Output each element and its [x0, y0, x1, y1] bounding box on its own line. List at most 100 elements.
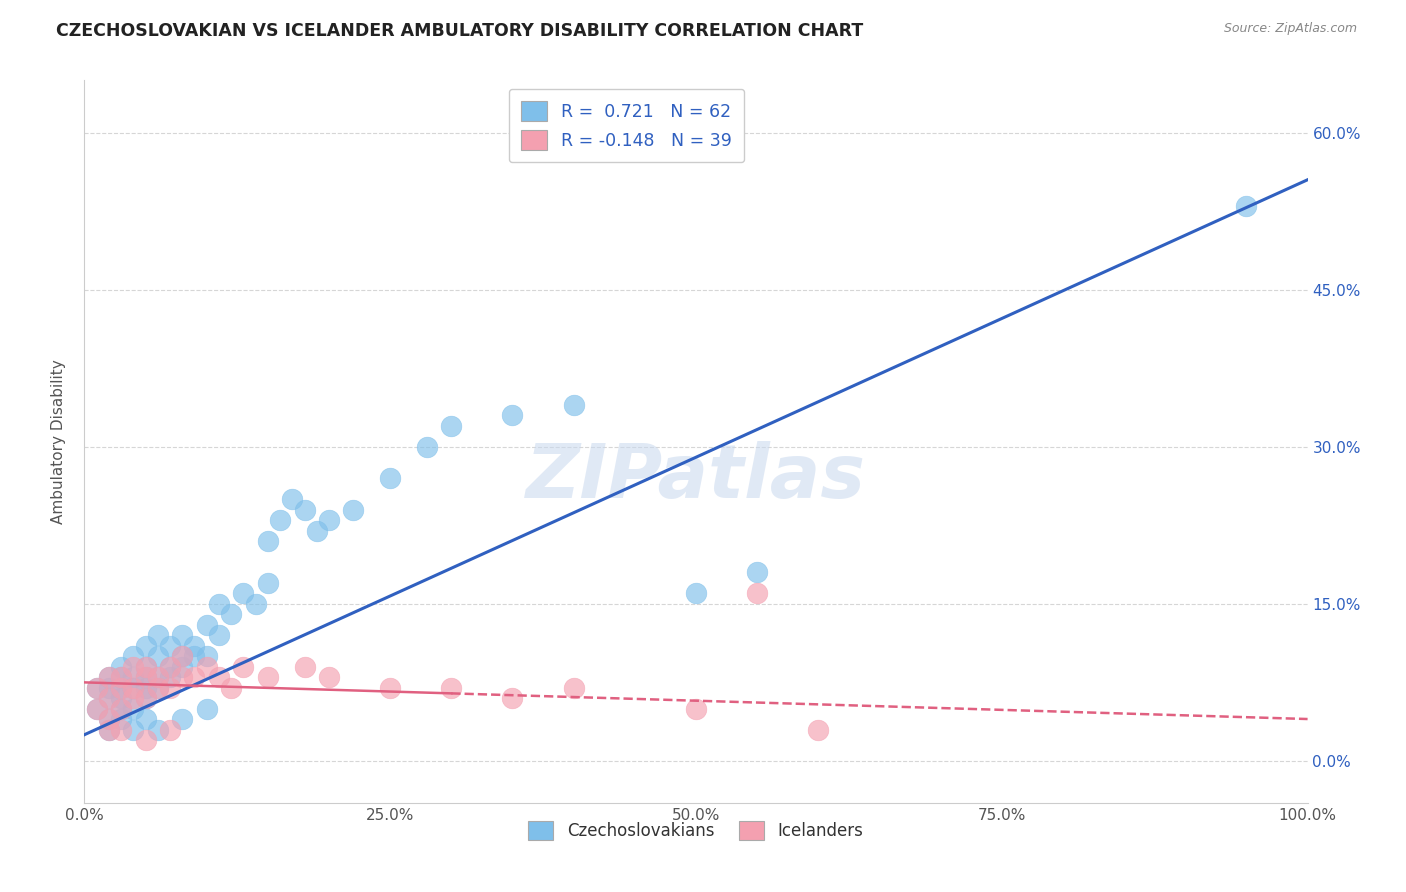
Point — [110, 691, 132, 706]
Point — [232, 586, 254, 600]
Point — [172, 649, 194, 664]
Point — [502, 691, 524, 706]
Point — [97, 723, 120, 737]
Point — [97, 712, 120, 726]
Point — [122, 681, 145, 695]
Point — [562, 681, 585, 695]
Point — [172, 659, 194, 673]
Point — [183, 670, 205, 684]
Point — [159, 670, 181, 684]
Text: CZECHOSLOVAKIAN VS ICELANDER AMBULATORY DISABILITY CORRELATION CHART: CZECHOSLOVAKIAN VS ICELANDER AMBULATORY … — [56, 22, 863, 40]
Point — [195, 649, 218, 664]
Point — [135, 712, 157, 726]
Point — [146, 681, 169, 695]
Point — [305, 524, 328, 538]
Point — [195, 659, 218, 673]
Point — [122, 701, 145, 715]
Point — [110, 681, 132, 695]
Point — [208, 670, 231, 684]
Point — [245, 597, 267, 611]
Point — [416, 440, 439, 454]
Point — [269, 513, 291, 527]
Point — [685, 701, 707, 715]
Point — [135, 733, 157, 747]
Point — [97, 691, 120, 706]
Point — [195, 701, 218, 715]
Text: ZIPatlas: ZIPatlas — [526, 442, 866, 514]
Point — [232, 659, 254, 673]
Point — [86, 681, 108, 695]
Point — [219, 607, 242, 622]
Point — [318, 513, 340, 527]
Point — [172, 670, 194, 684]
Point — [294, 502, 316, 516]
Point — [685, 586, 707, 600]
Point — [172, 649, 194, 664]
Point — [183, 639, 205, 653]
Point — [380, 471, 402, 485]
Point — [97, 723, 120, 737]
Point — [122, 649, 145, 664]
Point — [146, 649, 169, 664]
Point — [257, 575, 280, 590]
Point — [159, 659, 181, 673]
Point — [110, 701, 132, 715]
Point — [146, 723, 169, 737]
Point — [122, 659, 145, 673]
Point — [195, 617, 218, 632]
Y-axis label: Ambulatory Disability: Ambulatory Disability — [51, 359, 66, 524]
Point — [135, 670, 157, 684]
Point — [97, 670, 120, 684]
Point — [294, 659, 316, 673]
Point — [562, 398, 585, 412]
Point — [172, 712, 194, 726]
Point — [183, 649, 205, 664]
Point — [1236, 199, 1258, 213]
Point — [159, 659, 181, 673]
Point — [97, 681, 120, 695]
Legend: Czechoslovakians, Icelanders: Czechoslovakians, Icelanders — [520, 813, 872, 848]
Point — [380, 681, 402, 695]
Point — [86, 701, 108, 715]
Point — [86, 701, 108, 715]
Point — [747, 566, 769, 580]
Point — [135, 691, 157, 706]
Point — [97, 712, 120, 726]
Point — [110, 712, 132, 726]
Point — [281, 492, 304, 507]
Point — [257, 534, 280, 549]
Point — [110, 723, 132, 737]
Point — [502, 409, 524, 423]
Point — [159, 639, 181, 653]
Point — [122, 691, 145, 706]
Point — [318, 670, 340, 684]
Point — [146, 628, 169, 642]
Point — [159, 681, 181, 695]
Point — [135, 659, 157, 673]
Point — [110, 670, 132, 684]
Point — [146, 670, 169, 684]
Point — [172, 628, 194, 642]
Point — [110, 670, 132, 684]
Point — [219, 681, 242, 695]
Point — [135, 639, 157, 653]
Point — [135, 670, 157, 684]
Point — [135, 681, 157, 695]
Point — [97, 670, 120, 684]
Point — [110, 659, 132, 673]
Point — [110, 681, 132, 695]
Text: Source: ZipAtlas.com: Source: ZipAtlas.com — [1223, 22, 1357, 36]
Point — [135, 659, 157, 673]
Point — [146, 670, 169, 684]
Point — [342, 502, 364, 516]
Point — [110, 701, 132, 715]
Point — [159, 723, 181, 737]
Point — [146, 681, 169, 695]
Point — [747, 586, 769, 600]
Point — [208, 628, 231, 642]
Point — [122, 681, 145, 695]
Point — [807, 723, 830, 737]
Point — [440, 681, 463, 695]
Point — [208, 597, 231, 611]
Point — [122, 670, 145, 684]
